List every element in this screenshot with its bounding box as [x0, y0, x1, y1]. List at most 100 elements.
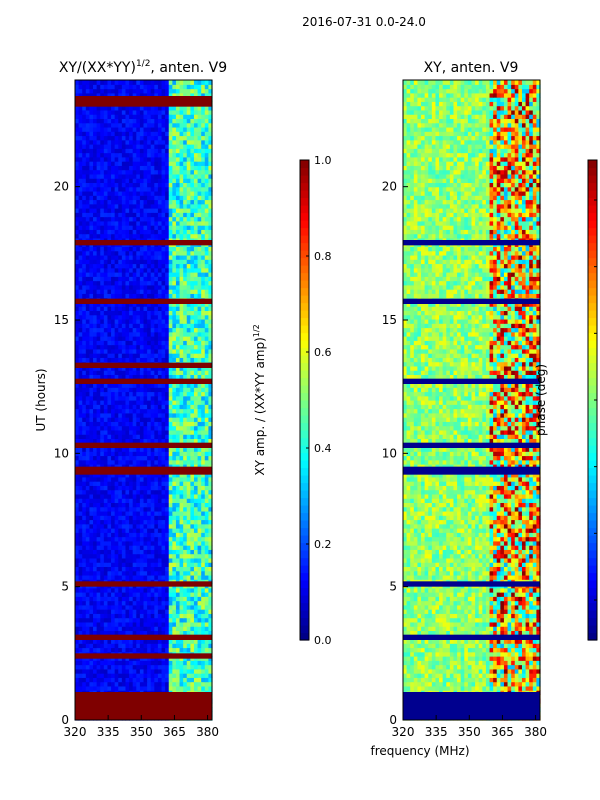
heatmap-cell: [204, 272, 209, 277]
heatmap-cell: [129, 528, 134, 533]
heatmap-cell: [100, 212, 105, 218]
heatmap-cell: [208, 233, 213, 239]
heatmap-cell: [179, 195, 184, 201]
heatmap-cell: [157, 233, 163, 239]
heatmap-cell: [175, 216, 181, 222]
heatmap-cell: [96, 549, 101, 555]
heatmap-cell: [143, 523, 148, 529]
heatmap-cell: [186, 340, 191, 346]
heatmap-cell: [96, 156, 101, 162]
heatmap-cell: [78, 178, 83, 183]
heatmap-cell: [107, 472, 112, 478]
heatmap-cell: [208, 455, 213, 461]
heatmap-cell: [121, 604, 127, 610]
heatmap-cell: [201, 173, 206, 179]
heatmap-cell: [75, 246, 80, 252]
heatmap-cell: [82, 562, 87, 567]
heatmap-cell: [154, 178, 159, 183]
heatmap-cell: [168, 493, 173, 499]
heatmap-cell: [136, 592, 141, 597]
heatmap-cell: [143, 212, 148, 218]
heatmap-cell: [183, 630, 188, 636]
heatmap-cell: [93, 519, 98, 525]
heatmap-cell: [93, 438, 98, 444]
heatmap-cell: [150, 630, 155, 636]
heatmap-cell: [136, 259, 141, 265]
heatmap-cell: [96, 365, 101, 371]
heatmap-cell: [121, 510, 127, 516]
heatmap-cell: [136, 178, 141, 183]
heatmap-cell: [75, 203, 80, 209]
heatmap-cell: [175, 510, 181, 516]
heatmap-cell: [132, 438, 137, 444]
heatmap-cell: [143, 455, 148, 461]
heatmap-cell: [121, 673, 127, 678]
heatmap-cell: [75, 212, 80, 218]
heatmap-cell: [165, 630, 170, 636]
heatmap-cell: [157, 549, 163, 555]
heatmap-cell: [168, 604, 173, 610]
heatmap-cell: [179, 566, 184, 572]
heatmap-cell: [143, 545, 148, 550]
heatmap-cell: [103, 182, 109, 188]
heatmap-cell: [154, 566, 159, 572]
heatmap-cell: [154, 434, 159, 439]
heatmap-cell: [186, 344, 191, 350]
heatmap-cell: [125, 600, 130, 606]
heatmap-cell: [165, 233, 170, 239]
heatmap-cell: [93, 233, 98, 239]
heatmap-cell: [114, 532, 119, 538]
heatmap-cell: [78, 553, 83, 559]
heatmap-cell: [161, 506, 166, 512]
heatmap-cell: [103, 267, 109, 273]
heatmap-cell: [197, 344, 202, 350]
heatmap-cell: [201, 220, 206, 226]
heatmap-cell: [136, 587, 141, 593]
heatmap-cell: [121, 370, 127, 375]
heatmap-cell: [75, 190, 80, 196]
heatmap-cell: [89, 553, 94, 559]
heatmap-cell: [165, 498, 170, 503]
heatmap-cell: [132, 314, 137, 320]
heatmap-cell: [75, 540, 80, 546]
heatmap-cell: [172, 515, 177, 521]
heatmap-cell: [168, 267, 173, 273]
heatmap-cell: [89, 459, 94, 465]
heatmap-cell: [143, 476, 148, 482]
heatmap-cell: [121, 272, 127, 277]
heatmap-cell: [186, 455, 191, 461]
heatmap-cell: [118, 421, 123, 427]
heatmap-cell: [96, 459, 101, 465]
heatmap-cell: [100, 472, 105, 478]
heatmap-cell: [85, 250, 91, 256]
heatmap-cell: [129, 685, 134, 691]
heatmap-cell: [168, 340, 173, 346]
heatmap-cell: [165, 587, 170, 593]
heatmap-cell: [183, 429, 188, 435]
heatmap-cell: [179, 647, 184, 653]
heatmap-cell: [107, 626, 112, 631]
heatmap-cell: [103, 506, 109, 512]
heatmap-cell: [82, 673, 87, 678]
heatmap-cell: [154, 284, 159, 290]
heatmap-cell: [175, 284, 181, 290]
heatmap-cell: [107, 510, 112, 516]
heatmap-cell: [172, 370, 177, 375]
heatmap-cell: [96, 229, 101, 235]
heatmap-cell: [172, 485, 177, 491]
heatmap-cell: [175, 169, 181, 175]
heatmap-cell: [96, 182, 101, 188]
heatmap-cell: [82, 668, 87, 674]
heatmap-cell: [154, 502, 159, 508]
heatmap-cell: [179, 400, 184, 405]
heatmap-cell: [154, 596, 159, 602]
heatmap-cell: [85, 596, 91, 602]
heatmap-cell: [208, 429, 213, 435]
heatmap-cell: [96, 664, 101, 670]
heatmap-cell: [118, 523, 123, 529]
heatmap-cell: [85, 365, 91, 371]
heatmap-cell: [147, 485, 152, 491]
heatmap-cell: [154, 225, 159, 230]
heatmap-cell: [118, 647, 123, 653]
heatmap-cell: [96, 523, 101, 529]
